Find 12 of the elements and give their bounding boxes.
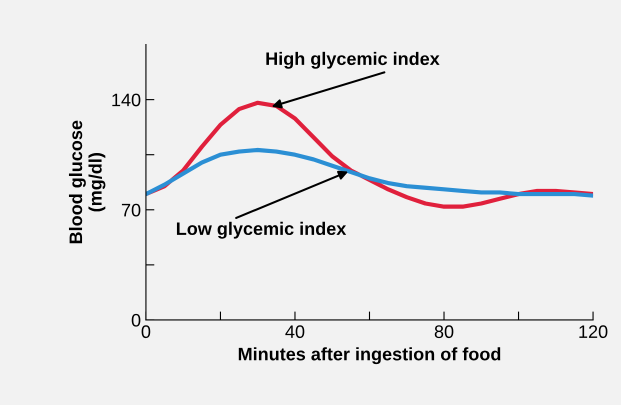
line-series [146,148,594,198]
x-tick-label: 40 [285,325,304,338]
annotation: High glycemic index [266,52,440,69]
x-tick-label: 120 [579,325,608,338]
y-tick-label: 70 [122,204,140,217]
x-axis-title: Minutes after ingestion of food [238,347,500,364]
x-tick-label: 0 [142,325,150,338]
x-tick-label: 80 [434,325,454,338]
y-tick-label: 140 [112,94,140,106]
y-tick-label: 0 [132,314,140,327]
y-axis-title: Blood glucose (mg/dl) [68,120,106,244]
annotation: Low glycemic index [176,222,346,239]
